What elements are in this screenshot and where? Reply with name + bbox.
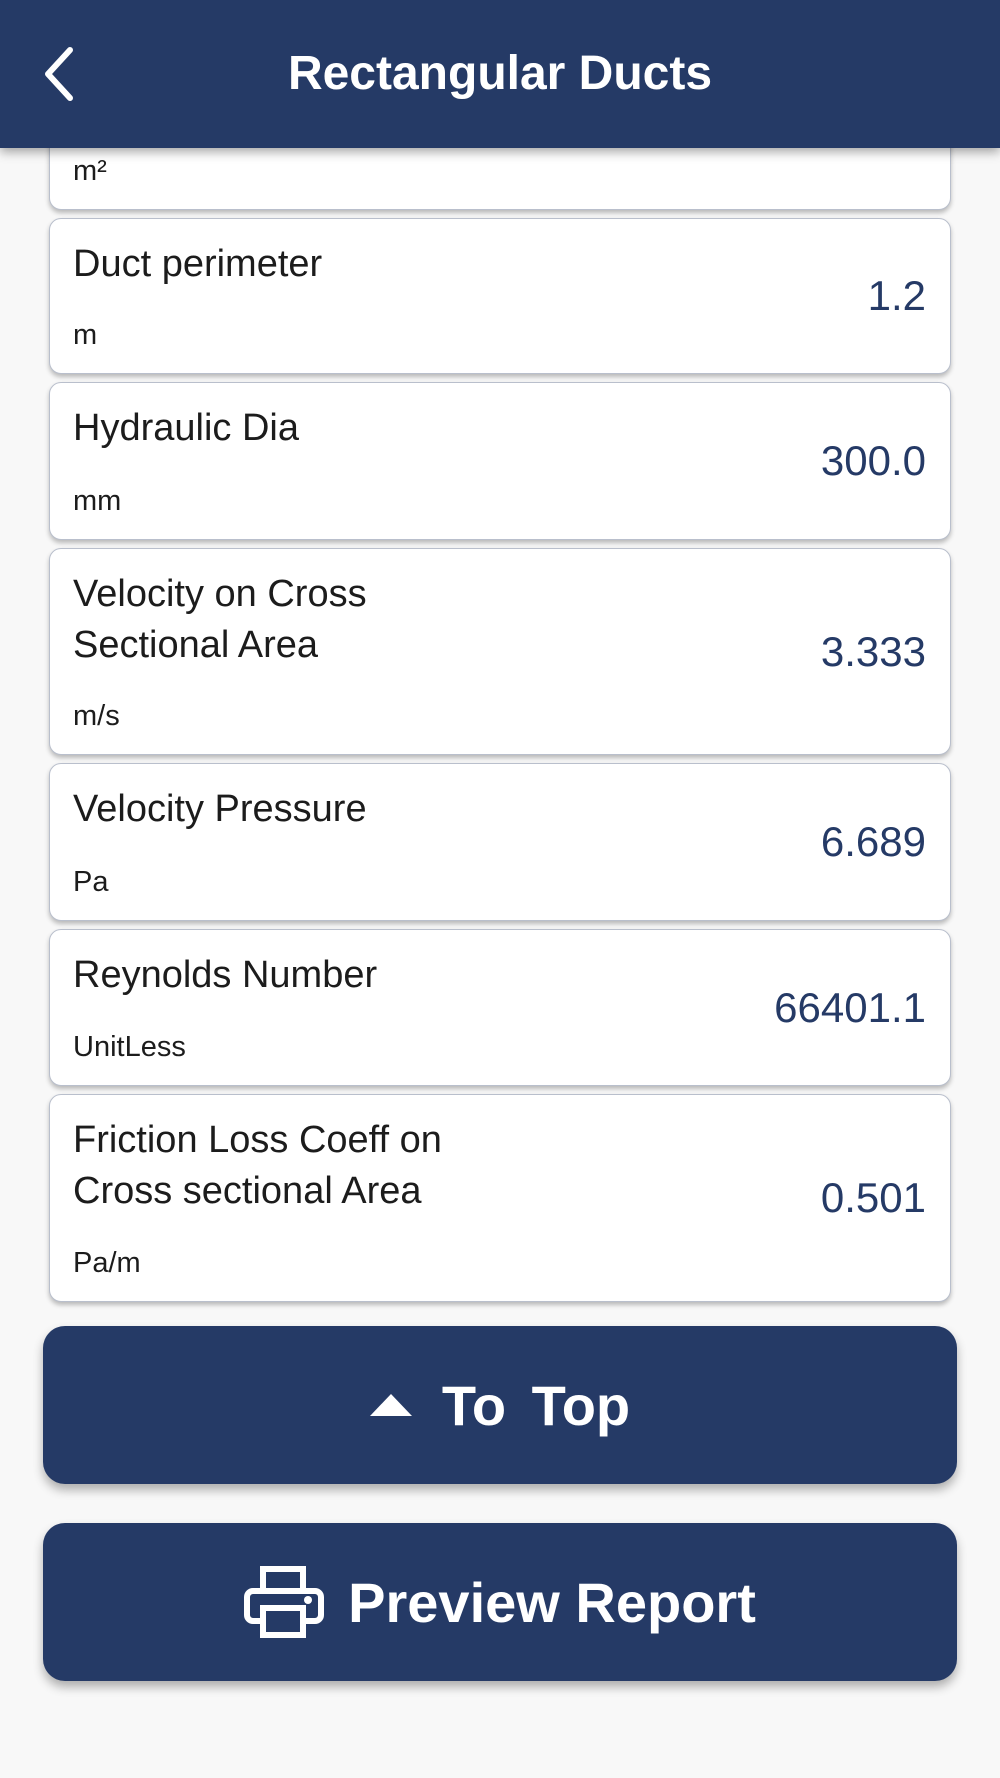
result-label: Friction Loss Coeff on Cross sectional A… — [73, 1119, 442, 1212]
result-unit: Pa/m — [73, 1247, 141, 1279]
result-unit: mm — [73, 485, 122, 517]
to-top-label: To Top — [441, 1373, 631, 1437]
result-value: 1.2 — [867, 272, 926, 319]
to-top-button[interactable]: To Top — [43, 1326, 957, 1484]
result-card-hydraulic-dia: Hydraulic Dia mm 300.0 — [49, 382, 951, 540]
result-label: Velocity Pressure — [73, 788, 367, 830]
preview-report-button[interactable]: Preview Report — [43, 1523, 957, 1681]
result-card-velocity: Velocity on Cross Sectional Area m/s 3.3… — [49, 548, 951, 755]
chevron-left-icon — [45, 47, 73, 101]
result-card-velocity-pressure: Velocity Pressure Pa 6.689 — [49, 763, 951, 921]
result-card-friction-loss: Friction Loss Coeff on Cross sectional A… — [49, 1094, 951, 1302]
result-card-reynolds-number: Reynolds Number UnitLess 66401.1 — [49, 929, 951, 1086]
result-unit: m/s — [73, 700, 120, 732]
result-value: 66401.1 — [774, 983, 926, 1031]
result-label: Duct perimeter — [73, 243, 323, 285]
result-value: 3.333 — [820, 627, 926, 675]
preview-report-label: Preview Report — [348, 1570, 756, 1634]
printer-icon — [244, 1566, 325, 1638]
result-label: Reynolds Number — [73, 954, 378, 996]
result-value: 300.0 — [820, 437, 926, 484]
result-value: 0.501 — [820, 1174, 926, 1221]
result-value: 6.689 — [820, 818, 926, 865]
page-title: Rectangular Ducts — [287, 47, 713, 100]
app-header: Rectangular Ducts — [0, 0, 1000, 148]
result-unit: Pa — [73, 866, 109, 898]
result-label: Hydraulic Dia — [73, 407, 299, 449]
caret-up-icon — [369, 1394, 412, 1416]
result-unit: UnitLess — [73, 1031, 186, 1063]
back-button[interactable] — [38, 44, 88, 104]
result-card-duct-perimeter: Duct perimeter m 1.2 — [49, 218, 951, 374]
result-unit: m² — [73, 155, 107, 187]
result-label: Velocity on Cross Sectional Area — [73, 573, 367, 666]
result-unit: m — [73, 319, 98, 351]
